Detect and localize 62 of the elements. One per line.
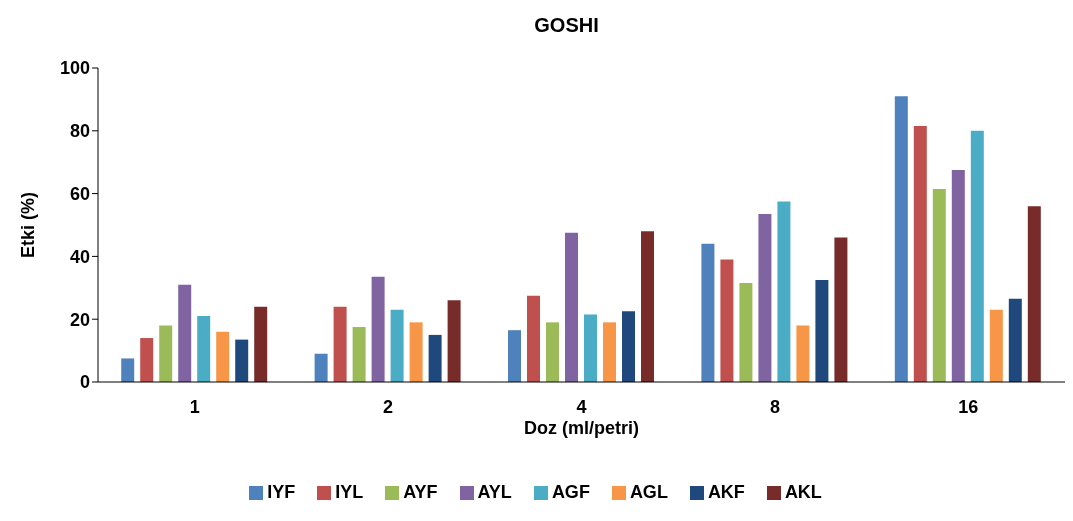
bar (140, 338, 154, 382)
bar (428, 334, 442, 382)
bar (777, 201, 791, 382)
bar (390, 309, 404, 382)
bar (622, 311, 636, 382)
x-tick-label: 1 (189, 396, 200, 417)
bar (815, 279, 829, 382)
bar (527, 295, 541, 382)
y-tick-label: 40 (69, 246, 90, 267)
bar (371, 276, 385, 382)
legend-label: AYF (403, 482, 438, 502)
bar (178, 284, 192, 382)
legend-label: AKL (784, 482, 822, 502)
bar (932, 188, 946, 382)
y-tick-label: 0 (79, 372, 90, 393)
x-tick-label: 2 (383, 396, 394, 417)
bar (720, 259, 734, 382)
chart-title: GOSHI (533, 13, 600, 38)
bar (701, 243, 715, 382)
bar (641, 231, 655, 382)
bar (989, 309, 1003, 382)
bar (970, 130, 984, 382)
x-tick-label: 4 (576, 396, 587, 417)
x-tick-label: 8 (769, 396, 780, 417)
bar (314, 353, 328, 382)
bar (216, 331, 230, 382)
bar (447, 300, 461, 382)
bar (894, 96, 908, 382)
bar (913, 126, 927, 382)
bar (333, 306, 347, 382)
bar (834, 237, 848, 382)
bar (235, 339, 249, 382)
bar (565, 232, 579, 382)
bar (1027, 206, 1041, 382)
bar (951, 170, 965, 382)
bar (197, 316, 211, 382)
bar (796, 325, 810, 382)
legend-label: AGL (629, 482, 668, 502)
y-tick-label: 20 (69, 309, 90, 330)
x-axis-title: Doz (ml/petri) (524, 418, 639, 438)
bar (254, 306, 268, 382)
bar (352, 327, 366, 382)
legend-label: IYL (335, 482, 364, 502)
bar (584, 314, 598, 382)
legend-label: AGF (551, 482, 590, 502)
bar (159, 325, 173, 382)
legend-label: AYL (477, 482, 512, 502)
bar (409, 322, 423, 382)
bar (121, 358, 135, 382)
legend-label: IYF (267, 482, 296, 502)
x-tick-label: 16 (958, 396, 979, 417)
y-tick-label: 60 (69, 183, 90, 204)
bar (603, 322, 617, 382)
legend-label: AKF (707, 482, 745, 502)
y-axis-title: Etki (%) (18, 191, 39, 259)
bar (739, 283, 753, 382)
bar (546, 322, 560, 382)
y-tick-label: 80 (69, 121, 90, 142)
y-tick-label: 100 (59, 58, 90, 79)
bar (508, 330, 522, 382)
bar (758, 214, 772, 382)
bar (1008, 298, 1022, 382)
